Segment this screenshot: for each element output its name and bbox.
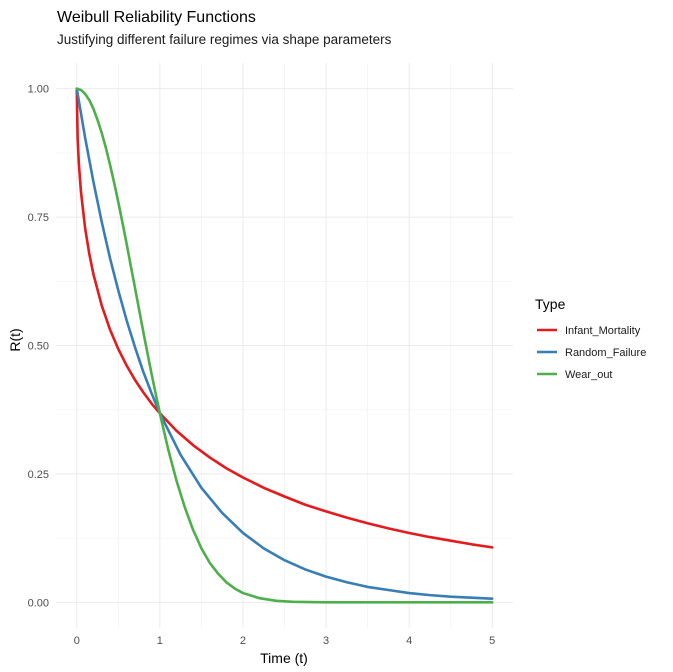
series-line-random-failure (75, 87, 494, 601)
y-tick-label: 1.00 (28, 84, 49, 96)
x-tick-label: 1 (157, 635, 163, 647)
x-axis-title: Time (t) (260, 650, 308, 666)
legend: Type Infant_Mortality Random_Failure Wear_… (535, 296, 646, 381)
legend-label: Random_Failure (565, 347, 646, 359)
y-tick-label: 0.25 (28, 469, 49, 481)
y-tick-label: 0.75 (28, 212, 49, 224)
y-tick-label: 0.50 (28, 341, 49, 353)
x-tick-label: 3 (323, 635, 329, 647)
y-axis-ticks: 0.00 0.25 0.50 0.75 1.00 (28, 84, 49, 610)
legend-label: Wear_out (565, 369, 613, 381)
grid (56, 63, 513, 628)
x-tick-label: 2 (240, 635, 246, 647)
legend-label: Infant_Mortality (565, 325, 641, 337)
series-lines (75, 87, 494, 604)
chart-subtitle: Justifying different failure regimes via… (57, 32, 392, 47)
x-tick-label: 5 (489, 635, 495, 647)
x-tick-label: 4 (406, 635, 412, 647)
legend-title: Type (535, 296, 566, 312)
x-tick-label: 0 (74, 635, 80, 647)
y-tick-label: 0.00 (28, 597, 49, 609)
chart-title: Weibull Reliability Functions (57, 9, 256, 26)
series-line-infant-mortality (75, 87, 494, 549)
y-axis-title: R(t) (7, 328, 23, 351)
x-axis-ticks: 0 1 2 3 4 5 (74, 635, 496, 647)
series-line-wear-out (75, 87, 494, 604)
